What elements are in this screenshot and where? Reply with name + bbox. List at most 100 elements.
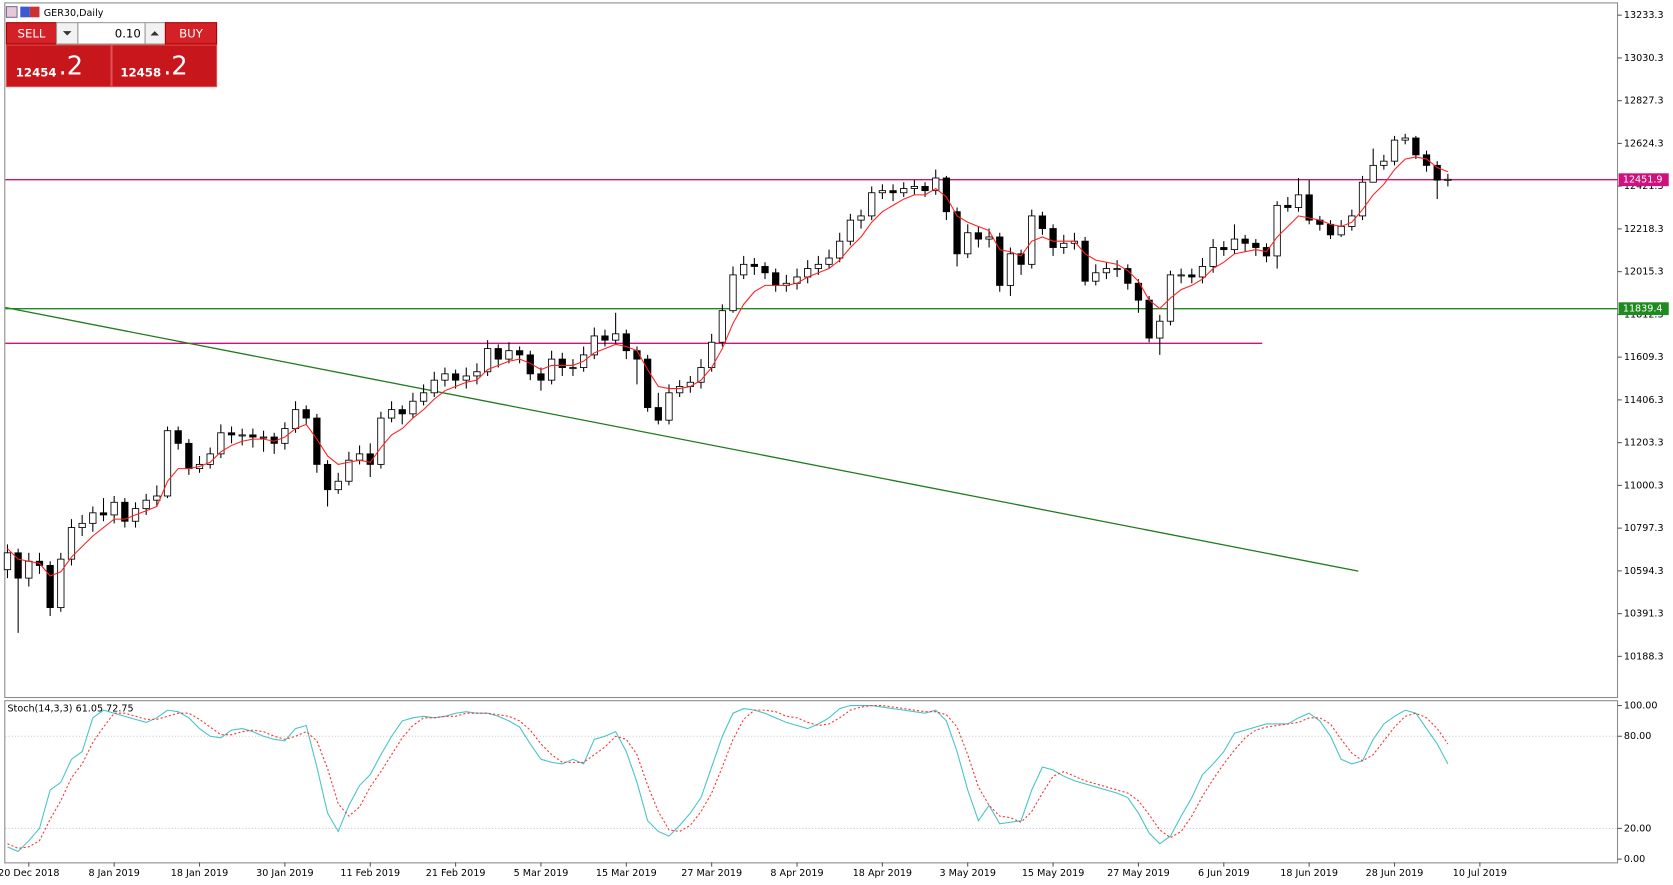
y-tick-label: 12421.3: [1624, 181, 1664, 192]
y-tick-label: 11406.3: [1624, 395, 1664, 406]
candle-body: [889, 190, 897, 194]
main-panel-frame: [4, 2, 1619, 699]
candle-body: [772, 272, 780, 286]
arrow-up: [150, 31, 159, 36]
candle-body: [526, 354, 534, 375]
candle-body: [238, 434, 246, 437]
x-tick-label: 28 Jun 2019: [1366, 868, 1424, 879]
price-label: 12451.9: [1623, 175, 1663, 186]
stoch-line: [7, 705, 1449, 853]
candle-body: [345, 459, 353, 482]
sell-text: SELL: [18, 26, 46, 40]
candle-body: [676, 386, 684, 394]
candle-body: [868, 192, 876, 217]
candle-body: [313, 417, 321, 465]
x-tick-label: 8 Jan 2019: [88, 868, 139, 879]
stoch-line: [7, 705, 1449, 849]
sell-price-box[interactable]: [5, 44, 112, 88]
candle-body: [110, 501, 118, 516]
candle-body: [25, 560, 33, 579]
candle-body: [974, 232, 983, 240]
x-tick-label: 5 Mar 2019: [514, 868, 569, 879]
candle-body: [729, 274, 737, 312]
buy-button[interactable]: [164, 22, 218, 45]
candle-body: [430, 379, 438, 394]
candle-body: [185, 442, 193, 470]
y-tick-label: 13233.3: [1624, 10, 1664, 21]
candle-body: [697, 367, 705, 383]
candle-body: [1294, 194, 1303, 208]
candle-body: [515, 350, 524, 356]
candle-body: [1230, 238, 1239, 251]
ask-price: 12458: [120, 65, 161, 79]
candle-body: [441, 373, 449, 381]
candle-body: [686, 381, 694, 387]
candle-body: [569, 367, 577, 370]
y-tick-label: 0.00: [1624, 854, 1645, 865]
moving-average: [7, 156, 1449, 577]
y-tick-label: 11000.3: [1624, 480, 1664, 491]
one-click-trading: SELL 0.10 BUY 12454 .2 12458 .2: [5, 22, 218, 88]
bid-price: 12454: [16, 65, 57, 79]
x-tick-label: 18 Apr 2019: [853, 868, 912, 879]
candle-body: [921, 186, 929, 192]
candle-body: [1273, 204, 1281, 257]
candle-body: [1380, 160, 1388, 166]
candle-body: [67, 527, 76, 560]
candle-body: [14, 552, 22, 579]
candle-body: [900, 188, 908, 194]
candle-body: [1412, 137, 1420, 156]
candle-body: [1369, 164, 1377, 183]
icon: [5, 6, 18, 18]
candle-body: [1198, 266, 1207, 278]
candle-body: [1134, 282, 1143, 301]
candle-body: [665, 392, 673, 421]
candle-body: [1358, 181, 1367, 217]
candle-body: [1305, 194, 1313, 221]
candle-body: [836, 240, 844, 259]
x-tick-label: 27 Mar 2019: [681, 868, 742, 879]
candle-body: [644, 358, 652, 408]
candle-body: [1433, 164, 1441, 181]
candle-body: [825, 257, 833, 265]
bid-pips: .2: [59, 51, 83, 81]
candle-body: [1017, 253, 1025, 265]
candle-body: [227, 432, 236, 436]
y-tick-label: 10188.3: [1624, 651, 1664, 662]
candle-body: [163, 430, 172, 497]
x-tick-label: 8 Apr 2019: [770, 868, 823, 879]
candle-body: [419, 392, 428, 402]
candle-body: [409, 400, 417, 415]
candle-body: [1188, 274, 1196, 278]
candle-body: [1390, 139, 1399, 162]
candle-body: [89, 512, 97, 524]
candle-body: [494, 348, 502, 360]
candle-body: [142, 499, 150, 510]
candle-body: [547, 358, 556, 381]
candle-body: [590, 335, 598, 356]
y-tick-label: 12624.3: [1624, 138, 1664, 149]
candle-body: [46, 565, 54, 609]
candle-body: [1145, 299, 1153, 339]
candle-body: [740, 263, 748, 276]
candle-body: [622, 333, 630, 352]
candle-body: [1220, 247, 1228, 251]
arrow-down: [62, 31, 72, 36]
candle-body: [355, 453, 364, 461]
x-tick-label: 6 Jun 2019: [1198, 868, 1250, 879]
candle-body: [462, 375, 470, 381]
price-label: 11839.4: [1623, 304, 1663, 315]
candle-body: [57, 558, 65, 609]
candle-body: [1326, 223, 1335, 236]
y-tick-label: 10797.3: [1624, 523, 1664, 534]
stoch-title: Stoch(14,3,3) 61.05 72.75: [7, 704, 133, 715]
icon: [20, 6, 30, 18]
buy-price-box[interactable]: [111, 44, 218, 88]
y-tick-label: 100.00: [1624, 701, 1658, 712]
candle-body: [1241, 238, 1249, 244]
candle-body: [1113, 268, 1121, 271]
candle-body: [558, 358, 566, 368]
y-tick-label: 12827.3: [1624, 96, 1664, 107]
candle-body: [483, 348, 492, 373]
